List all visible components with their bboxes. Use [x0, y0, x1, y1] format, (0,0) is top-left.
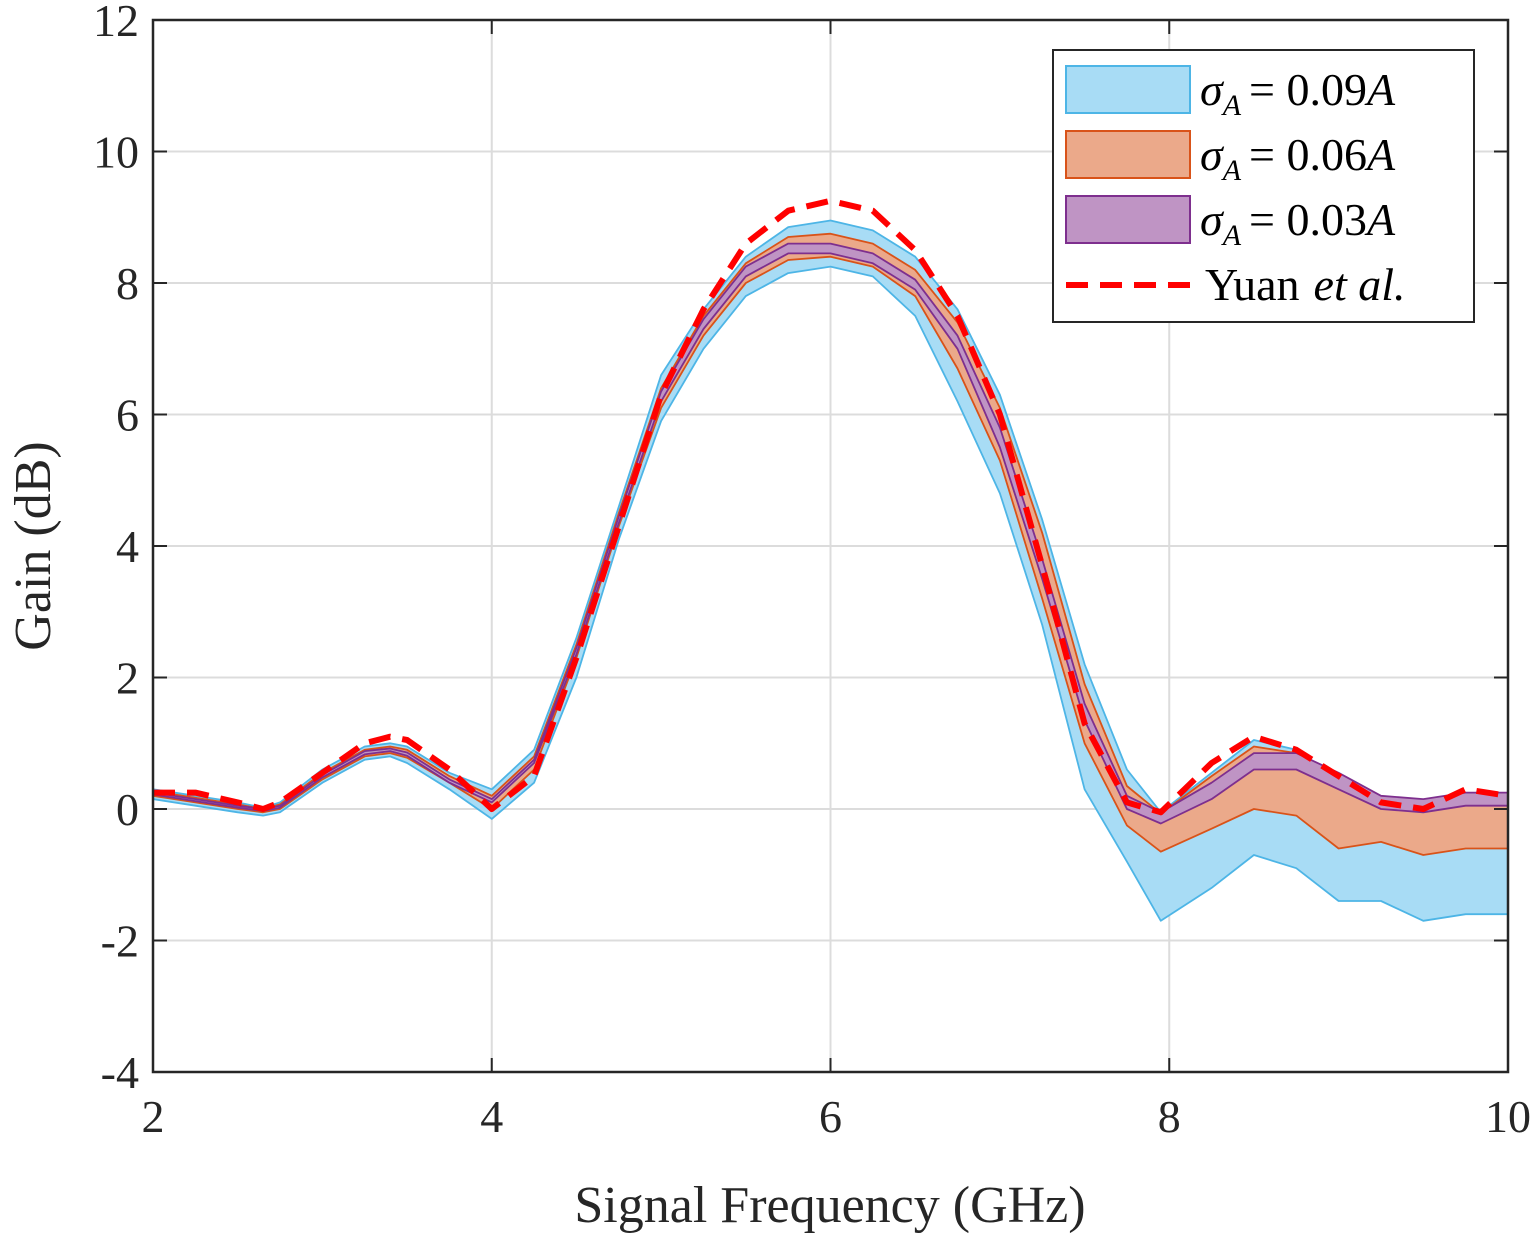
legend-item-yuan: Yuan et al. [1066, 259, 1406, 310]
legend-swatch-0.03 [1065, 195, 1191, 244]
legend-label-yuan: Yuan et al. [1205, 259, 1406, 310]
x-axis-label: Signal Frequency (GHz) [574, 1177, 1085, 1234]
y-tick-label: 4 [116, 521, 139, 572]
y-tick-label: 6 [116, 390, 139, 441]
y-axis-label: Gain (dB) [5, 441, 62, 650]
legend-label-0.03: σA = 0.03A [1200, 194, 1396, 252]
legend: σA = 0.09A σA = 0.06A σA = 0.03A Yuan et al. [1052, 49, 1475, 323]
x-tick-label: 6 [819, 1091, 842, 1142]
x-tick-label: 2 [142, 1091, 165, 1142]
legend-swatch-0.06 [1065, 130, 1191, 179]
y-tick-label: 12 [93, 0, 139, 46]
yuan-line [153, 197, 1509, 816]
x-tick-label: 8 [1158, 1091, 1181, 1142]
y-tick-label: 0 [116, 784, 139, 835]
legend-item-0.06: σA = 0.06A [1065, 129, 1396, 187]
y-tick-label: 2 [116, 653, 139, 704]
legend-swatch-0.09 [1065, 65, 1191, 114]
x-tick-label: 10 [1485, 1091, 1531, 1142]
y-tick-label: 8 [116, 258, 139, 309]
legend-item-0.03: σA = 0.03A [1065, 194, 1396, 252]
legend-label-0.06: σA = 0.06A [1200, 129, 1396, 187]
legend-item-0.09: σA = 0.09A [1065, 64, 1396, 122]
y-tick-label: -4 [101, 1047, 139, 1098]
x-tick-label: 4 [480, 1091, 503, 1142]
axis-ticks [152, 19, 1509, 1073]
y-tick-label: 10 [93, 127, 139, 178]
tick-labels: 2 4 6 8 10 -4 -2 0 2 4 6 8 10 12 [93, 0, 1531, 1142]
legend-box [1052, 49, 1475, 323]
legend-label-0.09: σA = 0.09A [1200, 64, 1396, 122]
y-tick-label: -2 [101, 916, 139, 967]
line-series [153, 197, 1509, 816]
